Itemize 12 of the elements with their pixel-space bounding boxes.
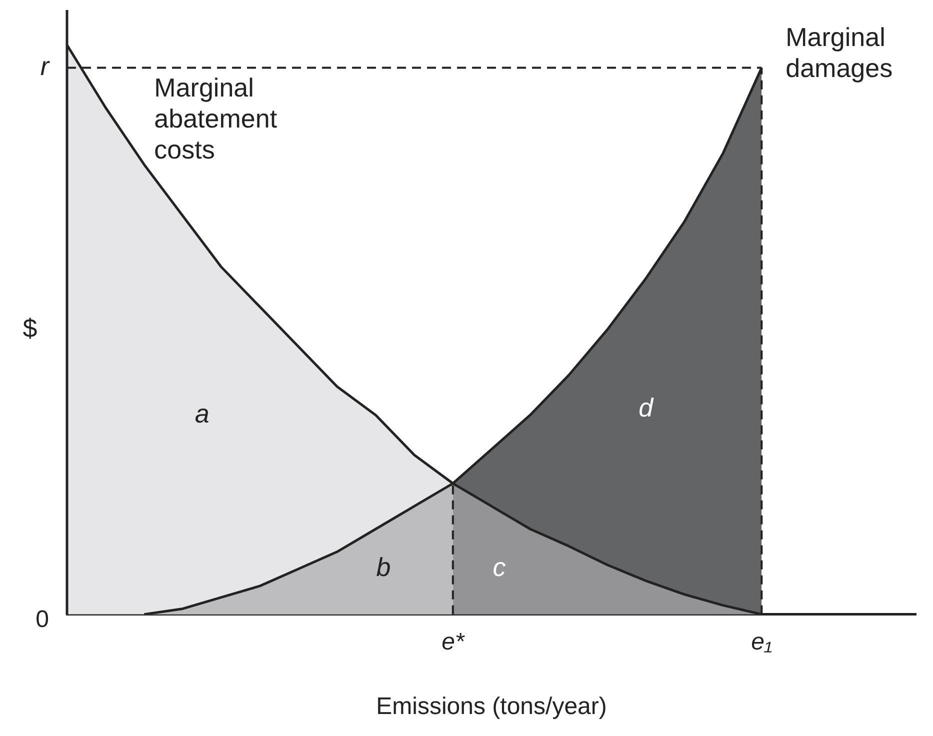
x-axis-title: Emissions (tons/year) (376, 693, 607, 720)
annotation: a (194, 398, 210, 428)
series-label: Marginal damages (786, 22, 893, 83)
annotation: b (376, 552, 391, 582)
annotation: c (492, 552, 506, 582)
x-tick-label: e* (442, 628, 465, 656)
annotation: d (638, 392, 655, 423)
x-tick-label: e₁ (751, 628, 772, 656)
series-label: Marginal abatement costs (154, 72, 278, 165)
y-axis-title: $ (22, 312, 38, 343)
text: 0 (36, 606, 49, 634)
ref-line-label: r (40, 51, 50, 82)
